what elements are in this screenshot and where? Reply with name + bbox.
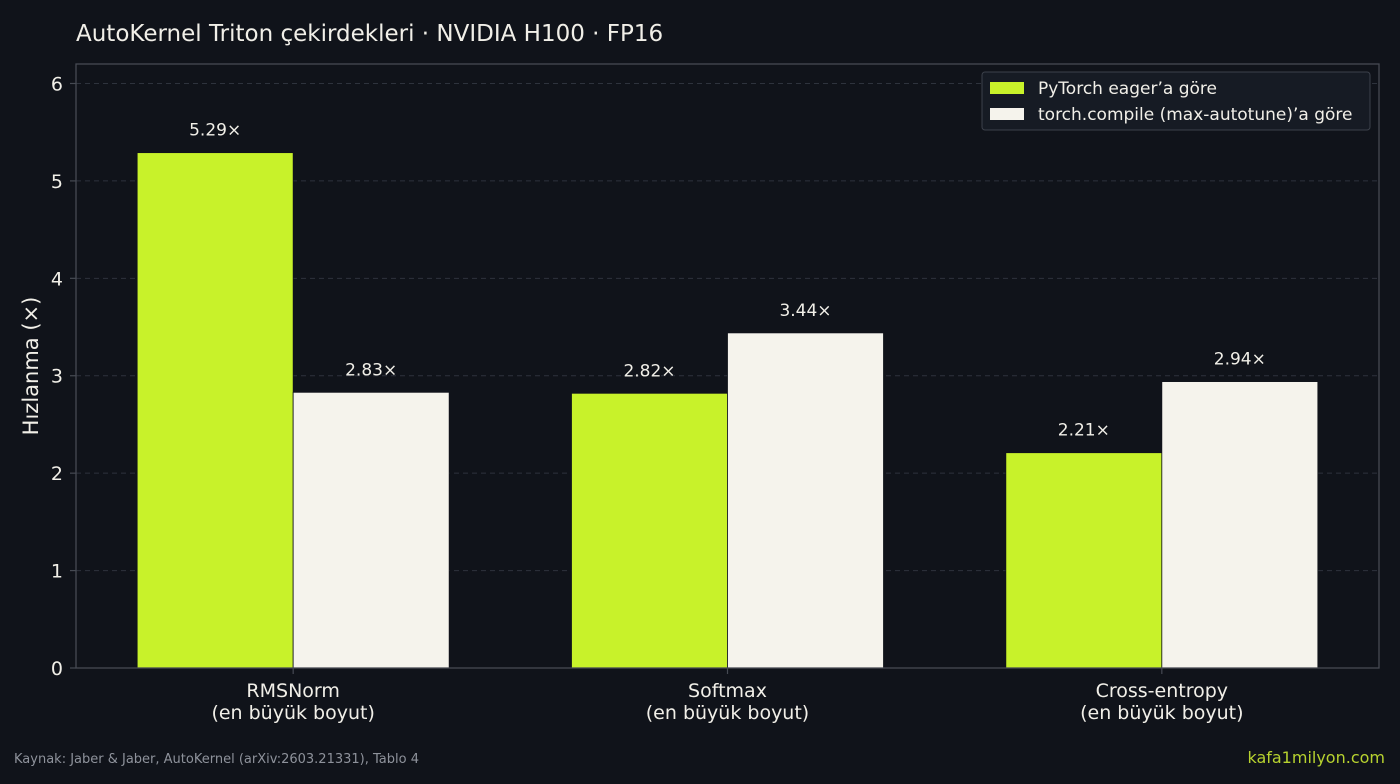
x-tick-label: (en büyük boyut)	[646, 702, 809, 724]
y-tick-label: 2	[51, 463, 63, 485]
y-tick-label: 6	[51, 73, 63, 95]
y-tick-label: 1	[51, 561, 63, 583]
bar-value-label: 2.94×	[1214, 350, 1266, 370]
bar-eager	[571, 392, 728, 669]
x-tick-label: (en büyük boyut)	[1080, 702, 1243, 724]
bar-value-label: 2.83×	[345, 360, 397, 380]
bar-value-label: 2.82×	[623, 361, 675, 381]
bar-eager	[136, 152, 294, 669]
legend-box	[981, 71, 1371, 131]
brand-watermark: kafa1milyon.com	[1247, 748, 1385, 767]
x-tick-label: Cross-entropy	[1096, 680, 1228, 702]
x-tick-label: (en büyük boyut)	[211, 702, 374, 724]
bar-value-label: 3.44×	[779, 301, 831, 321]
y-tick-label: 4	[51, 268, 63, 290]
plot-frame	[75, 63, 1380, 669]
y-axis-label: Hızlanma (×)	[19, 297, 43, 436]
source-caption: Kaynak: Jaber & Jaber, AutoKernel (arXiv…	[14, 752, 419, 767]
bar-compile	[292, 391, 450, 669]
bar-eager	[1005, 452, 1163, 669]
y-tick-label: 3	[51, 366, 63, 388]
bar-compile	[727, 332, 884, 669]
legend-label: PyTorch eager’a göre	[1038, 79, 1217, 99]
x-tick-label: RMSNorm	[246, 680, 339, 702]
y-tick-label: 0	[51, 658, 63, 680]
bar-value-label: 2.21×	[1058, 421, 1110, 441]
legend-swatch	[990, 82, 1024, 94]
bar-value-label: 5.29×	[189, 121, 241, 141]
chart-title: AutoKernel Triton çekirdekleri · NVIDIA …	[76, 21, 663, 47]
bar-compile	[1161, 381, 1319, 669]
y-tick-label: 5	[51, 171, 63, 193]
legend-label: torch.compile (max-autotune)’a göre	[1038, 105, 1352, 125]
legend-swatch	[990, 108, 1024, 120]
x-tick-label: Softmax	[688, 680, 767, 702]
